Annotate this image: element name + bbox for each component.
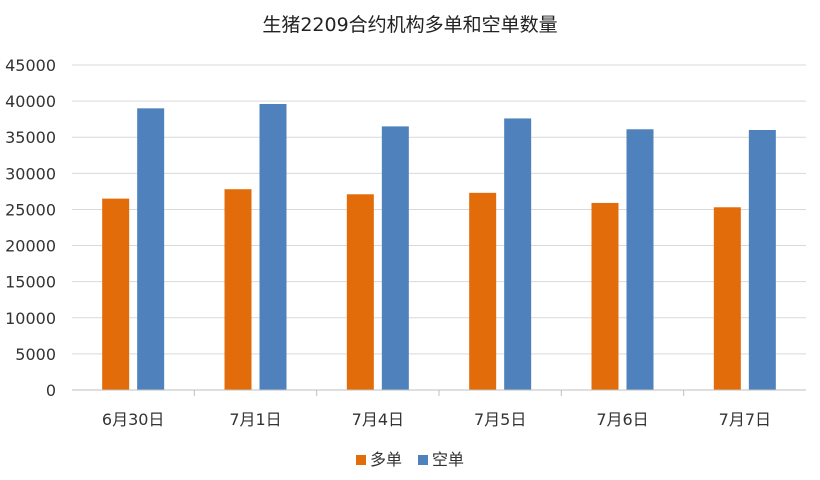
chart-title: 生猪2209合约机构多单和空单数量 (262, 14, 557, 36)
legend-label: 空单 (432, 450, 464, 469)
bar-short (748, 130, 776, 390)
bar-long (591, 202, 619, 390)
legend: 多单 空单 (356, 450, 464, 469)
y-tick-label: 5000 (15, 345, 56, 364)
bar-long (346, 194, 374, 390)
legend-swatch (356, 455, 366, 465)
x-tick-label: 7月5日 (474, 410, 526, 429)
bar-short (381, 126, 409, 390)
legend-label: 多单 (370, 450, 402, 469)
bar-short (259, 104, 287, 390)
bar-long (469, 192, 497, 390)
bar-long (713, 207, 741, 390)
bar-long (224, 189, 252, 390)
bar-short (504, 118, 532, 390)
y-tick-label: 15000 (5, 273, 56, 292)
bars (102, 104, 776, 390)
y-tick-label: 20000 (5, 237, 56, 256)
y-tick-label: 45000 (5, 56, 56, 75)
x-tick-label: 7月6日 (596, 410, 648, 429)
y-tick-label: 0 (46, 381, 56, 400)
y-tick-label: 10000 (5, 309, 56, 328)
x-tick-label: 7月1日 (229, 410, 281, 429)
gridlines (72, 64, 806, 355)
y-axis-ticks: 0 5000 10000 15000 20000 25000 30000 35000 40000… (5, 56, 56, 400)
x-axis-ticks: 6月30日 7月1日 7月4日 7月5日 7月6日 7月7日 (102, 390, 771, 429)
y-tick-label: 35000 (5, 128, 56, 147)
bar-short (626, 129, 654, 390)
y-tick-label: 40000 (5, 92, 56, 111)
y-tick-label: 25000 (5, 200, 56, 219)
x-tick-label: 6月30日 (102, 410, 165, 429)
bar-short (137, 108, 165, 390)
bar-long (102, 198, 130, 390)
y-tick-label: 30000 (5, 164, 56, 183)
x-tick-label: 7月4日 (352, 410, 404, 429)
legend-swatch (418, 455, 428, 465)
x-tick-label: 7月7日 (719, 410, 771, 429)
